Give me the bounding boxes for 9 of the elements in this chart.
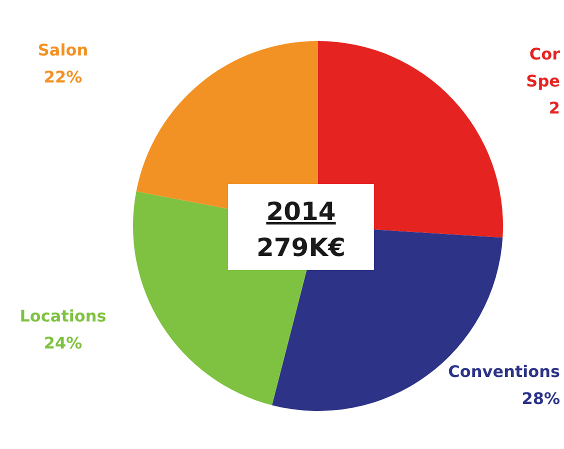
slice-label: Conventions [448, 362, 560, 382]
slice-label: Cor Spe 2 [526, 44, 560, 118]
slice-label: Salon [38, 40, 88, 60]
data-label: 28% [522, 389, 560, 408]
text: 279K€ [256, 233, 346, 262]
data-label: 22% [44, 68, 82, 87]
text: 2014 [266, 197, 336, 226]
data-label: 24% [44, 334, 82, 353]
slice-label: Locations [20, 306, 106, 326]
